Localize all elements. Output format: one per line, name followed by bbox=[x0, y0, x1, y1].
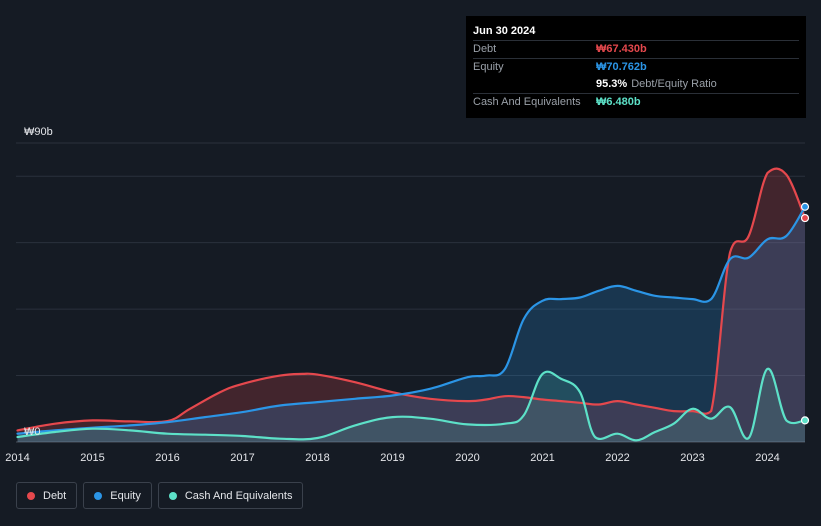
x-tick-label: 2016 bbox=[155, 452, 179, 464]
debt-area bbox=[17, 168, 805, 443]
tooltip-value: ₩6.480b bbox=[596, 96, 641, 108]
cash-and-equivalents-line bbox=[16, 367, 807, 442]
tooltip-row-cash: Cash And Equivalents ₩6.480b bbox=[473, 93, 799, 111]
legend-label: Debt bbox=[43, 489, 67, 502]
legend-dot-icon bbox=[27, 491, 35, 500]
grid-lines bbox=[16, 142, 805, 443]
legend-item-cash[interactable]: Cash And Equivalents bbox=[157, 482, 304, 509]
cash-and-equivalents-area bbox=[17, 368, 805, 442]
y-axis-bottom-label: ₩0 bbox=[24, 426, 41, 438]
x-tick-label: 2020 bbox=[455, 452, 479, 464]
x-tick-label: 2019 bbox=[380, 452, 404, 464]
tooltip-row-equity: Equity ₩70.762b bbox=[473, 58, 799, 76]
debt-line bbox=[16, 167, 807, 432]
legend-dot-icon bbox=[94, 491, 103, 500]
legend-item-debt[interactable]: Debt bbox=[16, 482, 78, 509]
series-lines bbox=[16, 167, 807, 442]
tooltip-ratio-label: Debt/Equity Ratio bbox=[631, 78, 717, 90]
tooltip-row-debt: Debt ₩67.430b bbox=[473, 40, 799, 58]
debt-end-point bbox=[800, 213, 810, 223]
x-tick-label: 2014 bbox=[5, 452, 29, 464]
x-tick-label: 2018 bbox=[305, 452, 329, 464]
series-end-markers bbox=[800, 202, 810, 425]
legend-label: Cash And Equivalents bbox=[184, 489, 293, 502]
tooltip-value: ₩70.762b bbox=[596, 61, 647, 73]
tooltip-row-ratio: 95.3% Debt/Equity Ratio bbox=[473, 76, 799, 93]
equity-area bbox=[17, 206, 805, 442]
tooltip-panel: Jun 30 2024 Debt ₩67.430b Equity ₩70.762… bbox=[466, 16, 806, 118]
tooltip-label: Equity bbox=[473, 61, 504, 73]
cash-and-equivalents-end-point bbox=[800, 416, 810, 425]
tooltip-label: Cash And Equivalents bbox=[473, 96, 581, 108]
x-axis: 2014 2015 2016 2017 2018 2019 2020 2021 2022 2023… bbox=[5, 452, 779, 464]
y-axis-top-label: ₩90b bbox=[24, 126, 53, 138]
legend-dot-icon bbox=[168, 491, 177, 500]
tooltip-value: ₩67.430b bbox=[596, 43, 647, 55]
tooltip-value: 95.3% bbox=[596, 78, 628, 90]
series-areas bbox=[17, 168, 805, 443]
x-tick-label: 2021 bbox=[530, 452, 554, 464]
tooltip-date: Jun 30 2024 bbox=[473, 25, 536, 37]
equity-line bbox=[16, 205, 807, 435]
x-tick-label: 2017 bbox=[230, 452, 254, 464]
x-tick-label: 2023 bbox=[680, 452, 704, 464]
x-tick-label: 2022 bbox=[605, 452, 629, 464]
equity-end-point bbox=[800, 202, 810, 211]
chart-legend: Debt Equity Cash And Equivalents bbox=[16, 482, 304, 509]
tooltip-label: Debt bbox=[473, 43, 497, 55]
legend-label: Equity bbox=[110, 489, 141, 502]
x-tick-label: 2015 bbox=[80, 452, 104, 464]
legend-item-equity[interactable]: Equity bbox=[83, 482, 152, 509]
x-tick-label: 2024 bbox=[755, 452, 779, 464]
